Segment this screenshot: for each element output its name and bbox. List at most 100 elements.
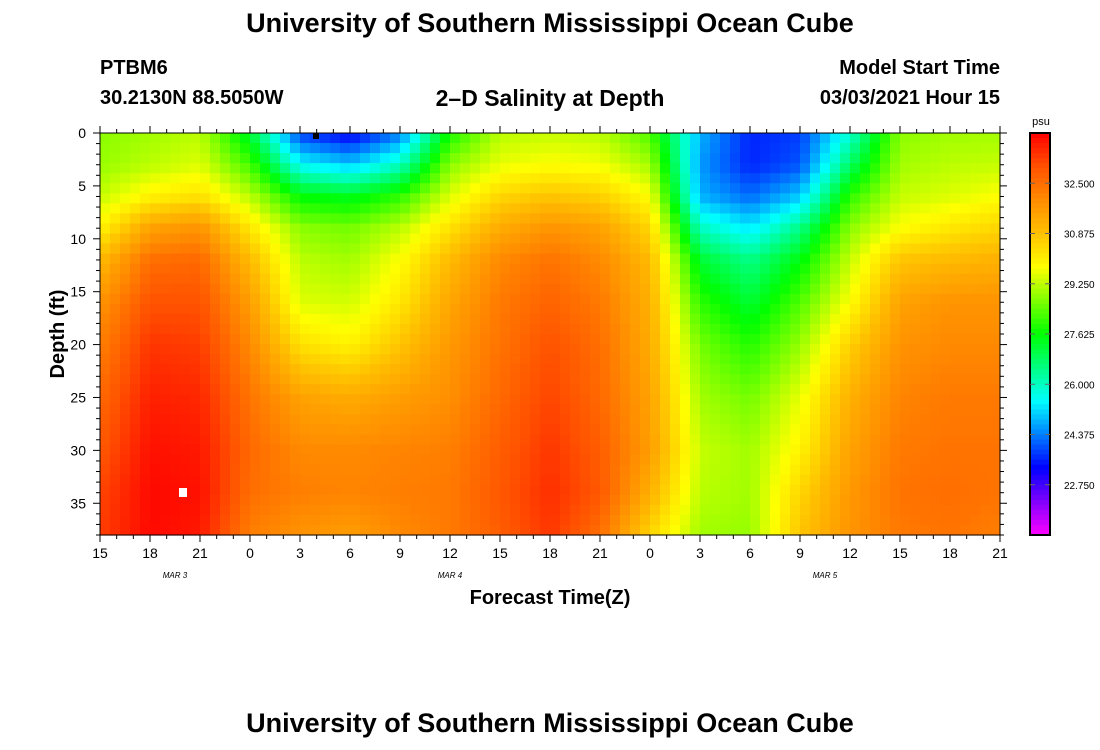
heatmap-cell: [610, 494, 621, 506]
heatmap-cell: [920, 384, 931, 395]
heatmap-cell: [760, 183, 771, 194]
heatmap-cell: [150, 133, 161, 144]
heatmap-cell: [730, 303, 741, 315]
heatmap-cell: [420, 474, 431, 486]
heatmap-cell: [300, 464, 311, 476]
x-tick-label: 3: [296, 545, 304, 561]
heatmap-cell: [320, 263, 331, 275]
heatmap-cell: [520, 414, 531, 426]
heatmap-cell: [570, 494, 581, 506]
heatmap-cell: [440, 143, 451, 154]
heatmap-cell: [730, 213, 741, 225]
heatmap-cell: [350, 283, 361, 295]
colorbar-segment: [1030, 253, 1050, 260]
heatmap-cell: [550, 334, 561, 345]
heatmap-cell: [250, 253, 261, 265]
heatmap-cell: [590, 193, 601, 204]
heatmap-cell: [940, 303, 951, 315]
heatmap-cell: [930, 454, 941, 466]
heatmap-cell: [620, 344, 631, 355]
heatmap-cell: [480, 444, 491, 456]
heatmap-cell: [540, 344, 551, 355]
heatmap-cell: [700, 374, 711, 385]
heatmap-cell: [250, 444, 261, 456]
heatmap-cell: [850, 203, 861, 214]
heatmap-cell: [660, 394, 671, 405]
heatmap-cell: [500, 293, 511, 305]
heatmap-cell: [410, 394, 421, 405]
heatmap-cell: [130, 273, 141, 285]
heatmap-cell: [770, 303, 781, 315]
heatmap-cell: [860, 213, 871, 225]
heatmap-cell: [800, 524, 811, 536]
heatmap-cell: [840, 494, 851, 506]
heatmap-cell: [360, 504, 371, 516]
heatmap-cell: [260, 354, 271, 365]
heatmap-cell: [270, 444, 281, 456]
heatmap-cell: [460, 193, 471, 204]
heatmap-cell: [890, 474, 901, 486]
heatmap-cell: [580, 504, 591, 516]
heatmap-cell: [180, 494, 191, 506]
heatmap-cell: [590, 203, 601, 214]
heatmap-cell: [680, 434, 691, 446]
heatmap-cell: [140, 474, 151, 486]
colorbar-segment: [1030, 228, 1050, 235]
heatmap-cell: [940, 263, 951, 275]
heatmap-cell: [240, 323, 251, 335]
heatmap-cell: [280, 293, 291, 305]
heatmap-cell: [170, 424, 181, 436]
heatmap-cell: [200, 293, 211, 305]
heatmap-cell: [240, 384, 251, 395]
heatmap-cell: [200, 313, 211, 325]
heatmap-cell: [430, 374, 441, 385]
heatmap-cell: [250, 283, 261, 295]
heatmap-cell: [610, 484, 621, 496]
heatmap-cell: [660, 424, 671, 436]
heatmap-cell: [790, 143, 801, 154]
heatmap-cell: [420, 323, 431, 335]
heatmap-cell: [410, 444, 421, 456]
heatmap-cell: [990, 464, 1001, 476]
heatmap-cell: [700, 273, 711, 285]
heatmap-cell: [380, 243, 391, 255]
heatmap-cell: [440, 283, 451, 295]
heatmap-cell: [590, 313, 601, 325]
heatmap-cell: [550, 424, 561, 436]
heatmap-cell: [870, 283, 881, 295]
heatmap-cell: [650, 514, 661, 526]
heatmap-cell: [670, 313, 681, 325]
heatmap-cell: [160, 504, 171, 516]
heatmap-cell: [850, 414, 861, 426]
heatmap-cell: [660, 303, 671, 315]
heatmap-cell: [640, 173, 651, 184]
heatmap-cell: [160, 293, 171, 305]
heatmap-cell: [390, 293, 401, 305]
heatmap-cell: [160, 424, 171, 436]
heatmap-cell: [570, 454, 581, 466]
heatmap-cell: [560, 193, 571, 204]
heatmap-cell: [490, 163, 501, 174]
heatmap-cell: [280, 263, 291, 275]
heatmap-cell: [110, 464, 121, 476]
heatmap-cell: [770, 273, 781, 285]
heatmap-cell: [950, 253, 961, 265]
heatmap-cell: [740, 163, 751, 174]
heatmap-cell: [540, 464, 551, 476]
heatmap-cell: [470, 283, 481, 295]
heatmap-cell: [850, 524, 861, 536]
heatmap-cell: [650, 484, 661, 496]
heatmap-cell: [300, 514, 311, 526]
heatmap-cell: [850, 464, 861, 476]
heatmap-cell: [720, 263, 731, 275]
heatmap-cell: [850, 384, 861, 395]
colorbar-segment: [1030, 203, 1050, 209]
heatmap-cell: [350, 364, 361, 375]
heatmap-cell: [250, 233, 261, 245]
heatmap-cell: [770, 283, 781, 295]
heatmap-cell: [480, 323, 491, 335]
heatmap-cell: [990, 273, 1001, 285]
heatmap-cell: [960, 303, 971, 315]
heatmap-cell: [740, 374, 751, 385]
heatmap-cell: [940, 484, 951, 496]
